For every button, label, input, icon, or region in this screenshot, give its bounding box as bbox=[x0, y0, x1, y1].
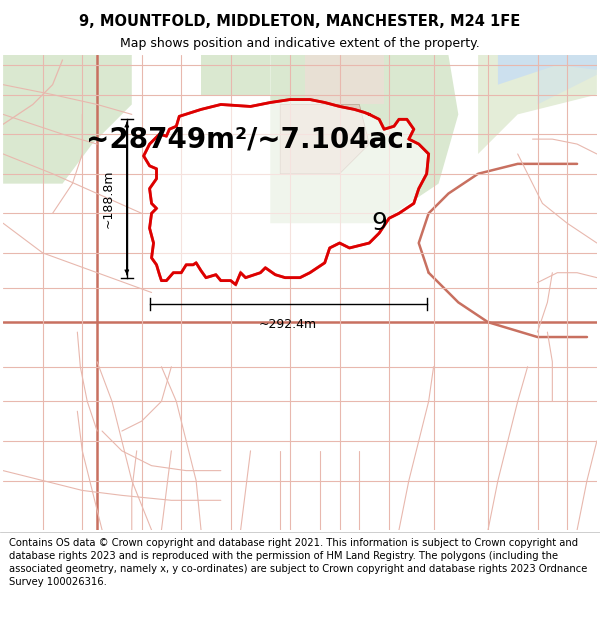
Polygon shape bbox=[498, 55, 597, 84]
Text: 9: 9 bbox=[371, 211, 387, 235]
Polygon shape bbox=[478, 55, 597, 154]
Polygon shape bbox=[305, 55, 384, 104]
Text: ~292.4m: ~292.4m bbox=[259, 318, 317, 331]
Polygon shape bbox=[143, 99, 428, 284]
Text: Contains OS data © Crown copyright and database right 2021. This information is : Contains OS data © Crown copyright and d… bbox=[9, 538, 587, 588]
Text: 9, MOUNTFOLD, MIDDLETON, MANCHESTER, M24 1FE: 9, MOUNTFOLD, MIDDLETON, MANCHESTER, M24… bbox=[79, 14, 521, 29]
Text: ~28749m²/~7.104ac.: ~28749m²/~7.104ac. bbox=[86, 125, 415, 153]
Polygon shape bbox=[280, 104, 369, 174]
Polygon shape bbox=[201, 55, 271, 94]
Polygon shape bbox=[3, 55, 132, 184]
Text: Map shows position and indicative extent of the property.: Map shows position and indicative extent… bbox=[120, 38, 480, 51]
Text: ~188.8m: ~188.8m bbox=[102, 169, 115, 228]
Polygon shape bbox=[538, 55, 597, 104]
Polygon shape bbox=[271, 55, 458, 223]
